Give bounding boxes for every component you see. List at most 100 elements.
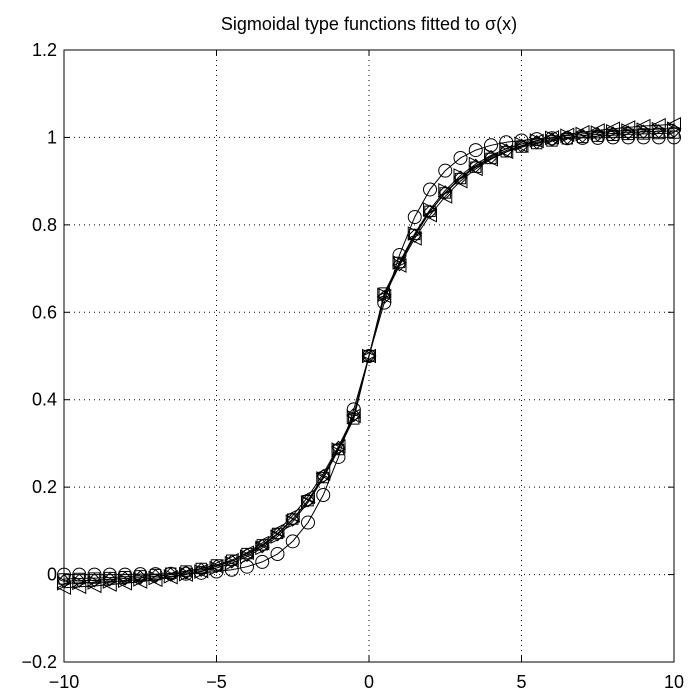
y-tick-label: 0.2: [32, 477, 57, 497]
triangle-right-marker: [407, 226, 423, 241]
y-tick-label: 1: [47, 127, 57, 147]
square-marker: [88, 572, 101, 584]
triangle-right-marker: [636, 122, 652, 137]
diamond-marker: [483, 149, 499, 165]
chart-title: Sigmoidal type functions fitted to σ(x): [221, 14, 517, 34]
circle-marker: [407, 209, 422, 224]
y-tick-label: 0.6: [32, 302, 57, 322]
triangle-right-marker: [72, 575, 87, 591]
diamond-marker: [499, 143, 514, 158]
square-marker: [561, 133, 573, 145]
square-marker: [592, 130, 604, 142]
square-marker: [226, 554, 238, 566]
square-marker: [653, 127, 665, 140]
diamond-marker: [544, 132, 560, 147]
diamond-marker: [102, 572, 117, 587]
diamond-marker: [117, 571, 133, 586]
diamond-marker: [148, 569, 163, 584]
diamond-marker: [331, 440, 346, 456]
x-tick-label: −10: [49, 672, 80, 692]
square-marker: [637, 128, 650, 140]
diamond-marker: [316, 469, 331, 484]
x-tick-label: 0: [364, 672, 374, 692]
y-tick-label: 1.2: [32, 40, 57, 60]
square-marker: [73, 572, 85, 585]
diamond-marker: [438, 185, 453, 200]
square-marker: [393, 256, 406, 269]
square-marker: [607, 129, 619, 141]
diamond-marker: [575, 128, 590, 143]
triangle-right-marker: [118, 573, 133, 589]
diamond-marker: [270, 527, 285, 542]
diamond-marker: [361, 348, 377, 364]
x-tick-label: 5: [516, 672, 526, 692]
circle-marker: [438, 163, 453, 178]
circle-marker: [636, 130, 651, 145]
triangle-right-marker: [621, 123, 636, 138]
diamond-marker: [346, 407, 361, 423]
circle-marker: [301, 515, 315, 530]
y-tick-label: 0: [47, 565, 57, 585]
square-marker: [210, 559, 223, 571]
diamond-marker: [514, 138, 529, 153]
diamond-marker: [605, 126, 621, 141]
x-tick-label: −5: [206, 672, 227, 692]
diamond-marker: [239, 547, 255, 563]
series-layer: [56, 117, 682, 595]
circle-marker: [270, 547, 285, 562]
circle-marker: [316, 488, 331, 503]
circle-marker: [468, 143, 483, 158]
diamond-marker: [422, 204, 438, 219]
square-marker: [58, 573, 70, 585]
triangle-right-marker: [392, 255, 408, 270]
diamond-marker: [590, 127, 605, 142]
triangle-right-marker: [102, 574, 118, 589]
diamond-marker: [87, 573, 102, 588]
square-marker: [576, 131, 589, 144]
circle-marker: [285, 534, 300, 549]
diamond-marker: [133, 570, 148, 585]
series-diamond: [56, 123, 682, 589]
circle-marker: [423, 182, 437, 197]
axes: −10 −5 0 5 10 −0.2 0 0.2 0.4 0.6 0.8 1 1.2: [21, 40, 684, 692]
square-marker: [622, 128, 634, 141]
diamond-marker: [209, 559, 224, 574]
diamond-marker: [72, 573, 87, 588]
triangle-right-marker: [87, 575, 103, 590]
circle-marker: [87, 567, 102, 582]
triangle-right-marker: [331, 442, 347, 457]
series-line: [63, 130, 675, 582]
triangle-left-marker: [117, 576, 132, 591]
y-tick-label: 0.4: [32, 390, 57, 410]
diamond-marker: [560, 130, 575, 145]
diamond-marker: [285, 512, 300, 527]
diamond-marker: [529, 135, 544, 150]
square-marker: [409, 228, 421, 241]
square-marker: [256, 539, 268, 551]
diamond-marker: [224, 554, 239, 569]
circle-marker: [453, 150, 468, 165]
triangle-right-marker: [316, 471, 331, 486]
triangle-right-marker: [651, 121, 667, 137]
y-tick-label: 0.8: [32, 215, 57, 235]
diamond-marker: [255, 538, 270, 554]
diamond-marker: [407, 228, 422, 243]
square-marker: [470, 161, 482, 173]
square-marker: [546, 135, 558, 147]
diamond-marker: [300, 493, 316, 508]
diamond-marker: [163, 567, 178, 582]
diamond-marker: [392, 256, 407, 272]
square-marker: [241, 547, 253, 560]
x-tick-label: 10: [664, 672, 684, 692]
square-marker: [668, 127, 680, 139]
diamond-marker: [194, 562, 209, 577]
triangle-left-marker: [605, 121, 620, 136]
diamond-marker: [453, 170, 468, 185]
diamond-marker: [621, 125, 636, 140]
triangle-left-marker: [483, 151, 498, 167]
diamond-marker: [651, 124, 666, 139]
diamond-marker: [636, 124, 651, 139]
triangle-right-marker: [606, 123, 621, 139]
diamond-marker: [377, 289, 392, 305]
